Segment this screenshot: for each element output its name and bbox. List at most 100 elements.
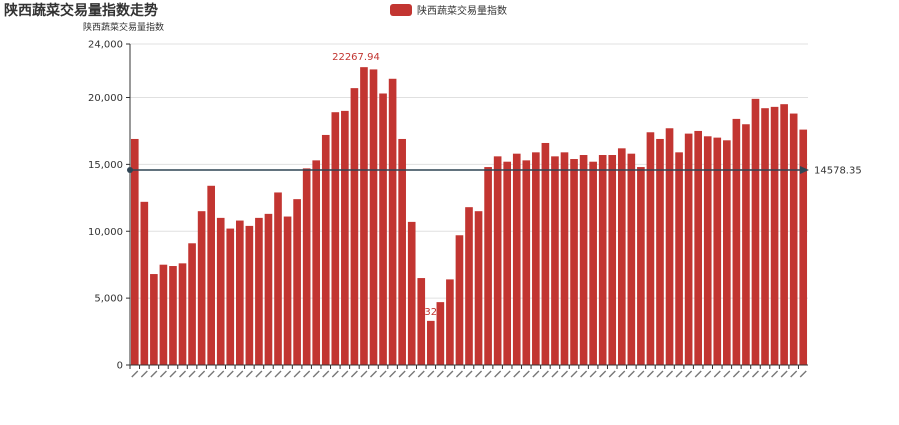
bar[interactable] — [656, 138, 664, 365]
x-tick-label-mark — [360, 370, 368, 378]
bar[interactable] — [159, 264, 168, 365]
min-value-label: 3329 — [418, 307, 443, 318]
x-tick-label-mark — [322, 370, 330, 378]
bar[interactable] — [665, 128, 674, 365]
bar[interactable] — [379, 93, 387, 366]
x-tick-label-mark — [150, 370, 158, 378]
bar[interactable] — [341, 110, 349, 365]
bar[interactable] — [169, 266, 177, 365]
x-tick-label-mark — [312, 370, 320, 378]
bar[interactable] — [732, 118, 741, 366]
bar[interactable] — [579, 155, 588, 365]
bar[interactable] — [235, 220, 244, 365]
bar[interactable] — [130, 138, 139, 365]
y-tick-label: 24,000 — [88, 40, 123, 51]
bar[interactable] — [522, 160, 531, 365]
bar[interactable] — [436, 302, 445, 365]
x-tick-label-mark — [427, 370, 435, 378]
bar[interactable] — [713, 137, 722, 365]
y-tick-label: 0 — [117, 361, 123, 372]
bar[interactable] — [589, 161, 597, 365]
bar[interactable] — [503, 161, 512, 365]
bar[interactable] — [188, 243, 196, 365]
bar[interactable] — [446, 279, 454, 365]
bar[interactable] — [761, 108, 769, 365]
bar[interactable] — [551, 156, 559, 365]
bar[interactable] — [150, 274, 158, 365]
x-tick-label-mark — [513, 370, 521, 378]
bar[interactable] — [388, 78, 397, 366]
x-tick-label-mark — [370, 370, 378, 378]
x-tick-label-mark — [446, 370, 454, 378]
x-tick-label-mark — [608, 370, 616, 378]
bar[interactable] — [627, 153, 636, 365]
bar[interactable] — [742, 124, 750, 365]
y-tick-label: 15,000 — [88, 160, 123, 171]
bar[interactable] — [255, 217, 263, 365]
x-tick-label-mark — [780, 370, 788, 378]
bar[interactable] — [474, 211, 483, 365]
bar[interactable] — [274, 192, 282, 365]
bar[interactable] — [245, 225, 254, 365]
annotation-layer: 14578.35 22267.94 3329 — [127, 52, 862, 318]
x-tick-label-mark — [599, 370, 607, 378]
x-tick-label-mark — [551, 370, 559, 378]
bar[interactable] — [312, 160, 321, 365]
bar[interactable] — [675, 152, 683, 365]
x-tick-label-mark — [580, 370, 588, 378]
bar[interactable] — [694, 130, 703, 365]
bar[interactable] — [532, 152, 540, 365]
x-tick-label-mark — [666, 370, 674, 378]
bar[interactable] — [751, 98, 760, 366]
bar[interactable] — [770, 106, 779, 366]
bar[interactable] — [703, 136, 712, 365]
bar[interactable] — [216, 217, 225, 365]
x-tick-label-mark — [350, 370, 358, 378]
bar[interactable] — [465, 207, 473, 365]
y-tick-label: 5,000 — [94, 294, 123, 305]
bar[interactable] — [570, 159, 578, 365]
bar[interactable] — [780, 104, 788, 365]
bar[interactable] — [484, 167, 492, 365]
x-tick-label-mark — [799, 370, 807, 378]
bar[interactable] — [302, 168, 311, 365]
bar[interactable] — [637, 167, 645, 365]
bar[interactable] — [369, 69, 378, 365]
bar[interactable] — [197, 211, 206, 365]
bar[interactable] — [646, 132, 655, 365]
bar[interactable] — [417, 278, 426, 365]
bar[interactable] — [560, 152, 569, 365]
legend-swatch[interactable] — [390, 3, 412, 16]
bar[interactable] — [799, 129, 808, 365]
x-tick-label-mark — [198, 370, 206, 378]
bar[interactable] — [207, 185, 215, 365]
bar[interactable] — [684, 133, 693, 365]
bar[interactable] — [723, 140, 731, 365]
bar[interactable] — [226, 228, 235, 365]
bar[interactable] — [598, 155, 607, 365]
bar[interactable] — [283, 216, 292, 365]
bar[interactable] — [608, 155, 617, 365]
x-tick-label-mark — [179, 370, 187, 378]
bar[interactable] — [350, 88, 359, 365]
bar[interactable] — [293, 199, 301, 365]
bar[interactable] — [493, 156, 502, 365]
y-axis-title: 陕西蔬菜交易量指数 — [83, 21, 164, 33]
bar[interactable] — [140, 201, 149, 365]
y-tick-label: 20,000 — [88, 93, 123, 104]
bar[interactable] — [264, 213, 273, 365]
bar[interactable] — [455, 235, 464, 365]
bar[interactable] — [360, 67, 368, 365]
bar[interactable] — [321, 134, 330, 365]
bar[interactable] — [178, 263, 187, 365]
y-tick-label: 10,000 — [88, 227, 123, 238]
legend[interactable]: 陕西蔬菜交易量指数 — [390, 2, 507, 17]
bar[interactable] — [331, 112, 340, 366]
bar[interactable] — [398, 138, 406, 365]
bar[interactable] — [617, 148, 626, 365]
bar[interactable] — [512, 153, 521, 365]
bar[interactable] — [541, 142, 550, 365]
bar[interactable] — [789, 113, 798, 365]
bar[interactable] — [426, 320, 435, 365]
bar[interactable] — [407, 221, 416, 365]
